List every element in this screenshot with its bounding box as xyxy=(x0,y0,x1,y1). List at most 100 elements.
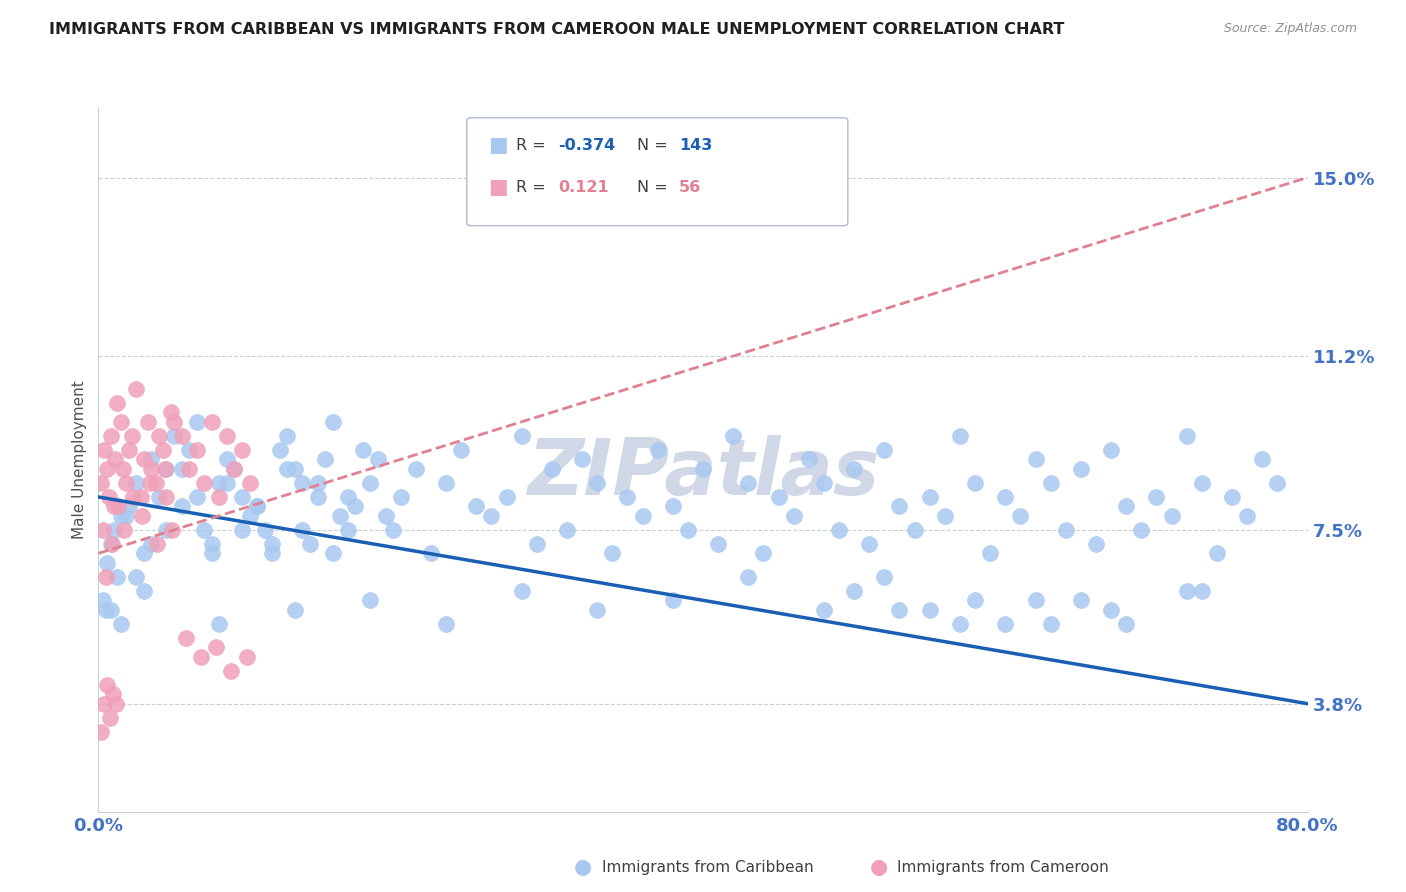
Point xyxy=(1206,546,1229,560)
Text: N =: N = xyxy=(637,138,673,153)
Point xyxy=(118,500,141,514)
Point xyxy=(450,442,472,457)
Text: 0.121: 0.121 xyxy=(558,180,609,194)
Point xyxy=(205,640,228,655)
Point xyxy=(239,508,262,523)
Y-axis label: Male Unemployment: Male Unemployment xyxy=(72,380,87,539)
Point xyxy=(239,475,262,490)
Point xyxy=(112,523,135,537)
Point xyxy=(136,415,159,429)
Point xyxy=(1191,475,1213,490)
Point xyxy=(291,475,314,490)
Point xyxy=(344,500,367,514)
Point xyxy=(934,508,956,523)
Point xyxy=(1220,490,1243,504)
Point xyxy=(125,570,148,584)
Point xyxy=(141,537,163,551)
Point xyxy=(139,475,162,490)
Point xyxy=(224,462,246,476)
Point xyxy=(262,537,284,551)
Point xyxy=(994,616,1017,631)
Point xyxy=(91,523,114,537)
Point xyxy=(141,452,163,467)
Point xyxy=(276,462,298,476)
Point xyxy=(360,475,382,490)
Point xyxy=(949,429,972,443)
Point xyxy=(1115,616,1137,631)
Point xyxy=(100,429,122,443)
Point xyxy=(160,405,183,419)
Text: -0.374: -0.374 xyxy=(558,138,616,153)
Point xyxy=(1267,475,1289,490)
Point xyxy=(904,523,927,537)
Point xyxy=(336,523,359,537)
Point xyxy=(93,697,115,711)
Point xyxy=(174,631,197,645)
Point xyxy=(148,429,170,443)
Point xyxy=(170,429,193,443)
Point xyxy=(208,490,231,504)
Point xyxy=(201,546,224,560)
Point xyxy=(146,537,169,551)
Point xyxy=(153,462,176,476)
Point xyxy=(420,546,443,560)
Point xyxy=(844,462,866,476)
Point xyxy=(858,537,880,551)
Point xyxy=(1115,500,1137,514)
Point xyxy=(90,475,112,490)
Point xyxy=(434,475,457,490)
Point xyxy=(231,490,253,504)
Text: R =: R = xyxy=(516,180,551,194)
Point xyxy=(586,475,609,490)
Point xyxy=(367,452,389,467)
Point xyxy=(163,415,186,429)
Point xyxy=(1099,442,1122,457)
Point xyxy=(510,583,533,598)
Point xyxy=(752,546,775,560)
Point xyxy=(94,570,117,584)
Point xyxy=(994,490,1017,504)
Point xyxy=(110,415,132,429)
Point xyxy=(190,649,212,664)
Point xyxy=(125,382,148,396)
Point xyxy=(374,508,396,523)
Point xyxy=(114,508,136,523)
Point xyxy=(186,490,208,504)
Point xyxy=(1085,537,1108,551)
Point xyxy=(93,442,115,457)
Point xyxy=(170,500,193,514)
Text: IMMIGRANTS FROM CARIBBEAN VS IMMIGRANTS FROM CAMEROON MALE UNEMPLOYMENT CORRELAT: IMMIGRANTS FROM CARIBBEAN VS IMMIGRANTS … xyxy=(49,22,1064,37)
Point xyxy=(208,616,231,631)
Point xyxy=(179,462,201,476)
Point xyxy=(647,442,669,457)
Point xyxy=(125,475,148,490)
Point xyxy=(1146,490,1168,504)
Point xyxy=(215,475,238,490)
Point xyxy=(1191,583,1213,598)
Point xyxy=(94,603,117,617)
Point xyxy=(132,452,155,467)
Point xyxy=(586,603,609,617)
Point xyxy=(631,508,654,523)
Point xyxy=(155,523,177,537)
Point xyxy=(246,500,269,514)
Text: Source: ZipAtlas.com: Source: ZipAtlas.com xyxy=(1223,22,1357,36)
Point xyxy=(186,442,208,457)
Point xyxy=(434,616,457,631)
Point xyxy=(510,429,533,443)
Point xyxy=(141,462,163,476)
Point xyxy=(1099,603,1122,617)
Text: ●: ● xyxy=(575,857,592,877)
Text: Immigrants from Caribbean: Immigrants from Caribbean xyxy=(602,860,814,874)
Point xyxy=(221,664,243,678)
Point xyxy=(103,500,125,514)
Point xyxy=(1024,452,1046,467)
Point xyxy=(170,462,193,476)
Point xyxy=(1010,508,1032,523)
Text: 56: 56 xyxy=(679,180,702,194)
Point xyxy=(723,429,745,443)
Point xyxy=(114,475,136,490)
Point xyxy=(783,508,806,523)
Point xyxy=(661,593,683,607)
Point xyxy=(813,603,835,617)
